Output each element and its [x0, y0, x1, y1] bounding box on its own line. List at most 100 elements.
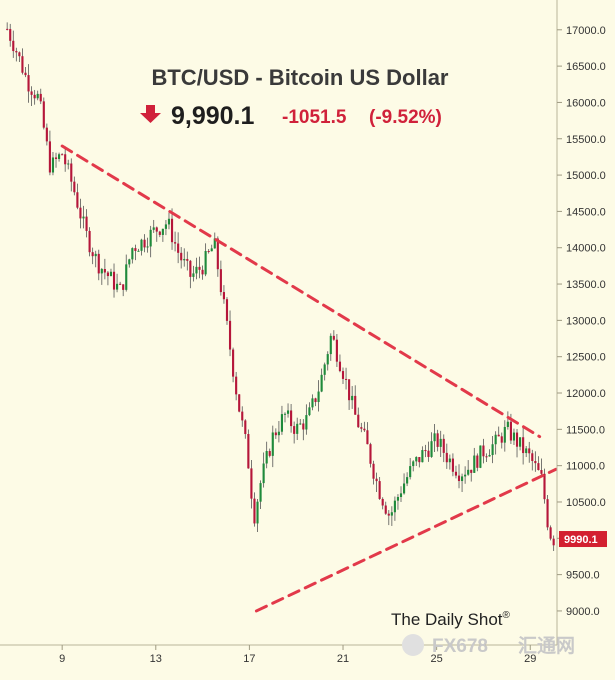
candle-body — [97, 253, 100, 274]
candle-body — [119, 283, 122, 285]
candle-body — [531, 453, 534, 462]
candle-body — [436, 433, 439, 447]
candle-body — [317, 391, 320, 403]
trendline-resistance — [60, 144, 542, 439]
candle-body — [198, 266, 201, 270]
current-price-badge — [559, 531, 607, 548]
candle-body — [112, 271, 116, 290]
candle-body — [61, 154, 64, 156]
candle-body — [137, 250, 140, 252]
candle-body — [155, 227, 158, 232]
candle-body — [439, 438, 442, 447]
candle-body — [280, 414, 284, 432]
candle-body — [406, 477, 409, 484]
candle-body — [158, 231, 161, 235]
watermark-logo-text-cn: 汇通网 — [518, 635, 575, 657]
candle-body — [177, 243, 180, 253]
candle-body — [519, 437, 522, 447]
candle-body — [329, 335, 332, 355]
watermark: The Daily Shot® FX678 汇通网 — [391, 610, 575, 657]
candle-body — [354, 395, 357, 415]
candle-body — [143, 239, 146, 248]
candle-body — [540, 470, 543, 474]
candle-body — [546, 499, 549, 528]
candle-body — [369, 444, 372, 464]
candle-body — [402, 483, 406, 494]
current-price-marker: 9990.1 — [559, 531, 607, 548]
candle-body — [9, 29, 12, 41]
candle-body — [482, 445, 485, 457]
candle-body — [262, 463, 265, 484]
candle-body — [509, 421, 512, 441]
candle-body — [235, 376, 238, 395]
candle-body — [344, 378, 348, 380]
candle-body — [73, 181, 76, 193]
candle-body — [549, 527, 552, 539]
candle-body — [305, 415, 308, 430]
candle-body — [320, 374, 323, 392]
candle-body — [45, 127, 48, 142]
y-tick-label: 11000.0 — [566, 461, 605, 473]
y-tick-label: 16500.0 — [566, 61, 606, 73]
candle-body — [64, 154, 67, 165]
y-tick-label: 9500.0 — [566, 570, 600, 582]
candle-body — [109, 271, 113, 277]
change-absolute: -1051.5 — [282, 107, 347, 128]
candle-body — [152, 227, 155, 230]
candle-body — [351, 395, 354, 401]
candle-body — [210, 248, 213, 252]
y-tick-label: 11500.0 — [566, 424, 605, 436]
candle-body — [470, 469, 473, 473]
candle-body — [433, 433, 436, 442]
candle-body — [473, 455, 476, 473]
candle-body — [70, 163, 73, 182]
candle-body — [207, 250, 210, 252]
y-tick-label: 9000.0 — [566, 606, 600, 618]
candle-body — [15, 51, 18, 53]
candle-body — [494, 434, 497, 445]
candle-body — [366, 430, 369, 445]
candle-body — [195, 266, 198, 274]
candle-body — [18, 52, 21, 57]
candle-body — [491, 444, 494, 456]
y-tick-label: 17000.0 — [566, 25, 606, 37]
candle-body — [314, 398, 317, 403]
candle-body — [122, 284, 125, 290]
candle-body — [253, 498, 256, 524]
last-price: 9,990.1 — [171, 102, 255, 130]
down-arrow-icon — [140, 105, 161, 123]
candle-body — [479, 445, 482, 468]
candle-body — [271, 432, 274, 456]
candle-body — [24, 72, 27, 76]
candle-body — [51, 157, 55, 173]
candle-body — [149, 229, 152, 247]
x-tick-label: 17 — [243, 653, 255, 665]
candle-body — [256, 501, 259, 524]
candle-body — [485, 456, 488, 458]
candle-body — [274, 432, 277, 436]
candle-body — [183, 258, 186, 261]
candle-body — [296, 423, 299, 434]
candle-body — [445, 452, 448, 463]
candle-body — [94, 253, 97, 257]
candle-body — [116, 283, 119, 290]
candle-body — [341, 371, 345, 379]
change-percent: (-9.52%) — [369, 107, 442, 128]
candle-body — [476, 455, 479, 468]
y-tick-label: 10500.0 — [566, 497, 606, 509]
current-price-label: 9990.1 — [564, 534, 598, 546]
candle-body — [85, 216, 88, 231]
candle-body — [311, 398, 314, 408]
trendline-support — [254, 467, 558, 613]
candle-body — [387, 513, 390, 516]
candle-body — [265, 451, 268, 464]
candle-body — [204, 250, 207, 275]
candle-body — [461, 476, 464, 482]
candle-body — [332, 335, 335, 340]
candle-body — [33, 94, 36, 99]
candle-body — [247, 434, 250, 469]
candle-body — [512, 432, 516, 441]
candle-body — [396, 496, 400, 501]
price-header: 9,990.1 -1051.5 (-9.52%) — [140, 102, 442, 130]
